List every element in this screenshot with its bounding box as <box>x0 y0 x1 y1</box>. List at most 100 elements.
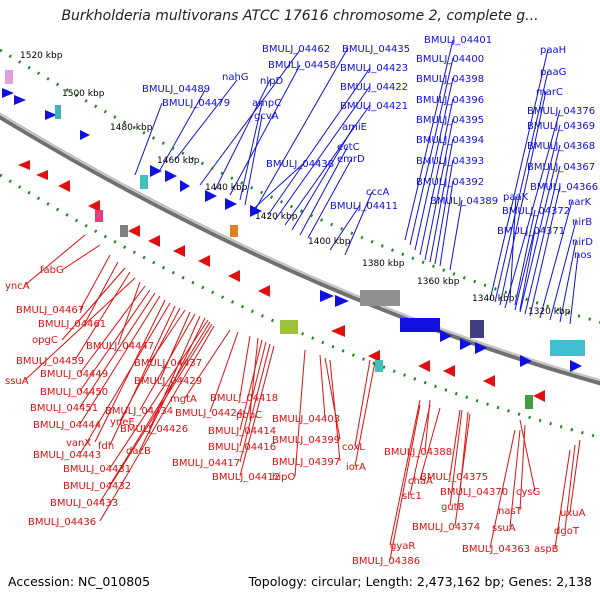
gene-label: BMULJ_04394 <box>416 135 484 146</box>
gene-label: BMULJ_04389 <box>430 196 498 207</box>
gene-label: amiE <box>342 122 367 133</box>
gene-label: dgoT <box>554 526 580 537</box>
gene-label: BMULJ_04450 <box>40 387 108 398</box>
gene-label: BMULJ_04371 <box>497 226 565 237</box>
gene-label: nasT <box>498 506 523 517</box>
gene-label: cccA <box>366 187 389 198</box>
gene-label: BMULJ_04438 <box>266 159 334 170</box>
gene-label: ssuA <box>5 376 29 387</box>
gene-label: BMULJ_04462 <box>262 44 330 55</box>
gene-label: nirD <box>572 237 593 248</box>
kbp-tick: 1380 kbp <box>362 259 405 269</box>
gene-label: paaK <box>503 192 529 203</box>
gene-label: BMULJ_04489 <box>142 84 210 95</box>
gene-label: BMULJ_04461 <box>38 319 106 330</box>
gene-label: uxuA <box>560 508 586 519</box>
gene-label: ampC <box>252 98 281 109</box>
gene-label: BMULJ_04458 <box>268 60 336 71</box>
gene-label: emrD <box>337 154 365 165</box>
gene-label: BMULJ_04368 <box>527 141 595 152</box>
gene-label: aspB <box>534 544 559 555</box>
gene-label: dacB <box>126 446 151 457</box>
feature-blocks <box>5 70 585 409</box>
reverse-leader-lines <box>24 234 581 561</box>
gene-label: BMULJ_04369 <box>527 121 595 132</box>
gene-label: BMULJ_04396 <box>416 95 484 106</box>
gene-label: BMULJ_04399 <box>272 435 340 446</box>
gene-label: BMULJ_04444 <box>33 420 101 431</box>
reverse-gene-labels[interactable]: yncA fabG BMULJ_04467 BMULJ_04461 opgC B… <box>5 265 586 567</box>
gene-label: coxL <box>342 442 365 453</box>
gene-label: vanX <box>66 438 91 449</box>
gene-label: paaH <box>540 45 566 56</box>
kbp-tick-labels: 1520 kbp 1500 kbp 1480 kbp 1460 kbp 1440… <box>20 51 571 317</box>
gene-label: narK <box>568 197 592 208</box>
gene-label: BMULJ_04370 <box>440 487 508 498</box>
gene-label: BMULJ_04449 <box>40 369 108 380</box>
gene-label: BMULJ_04432 <box>63 481 131 492</box>
kbp-tick: 1400 kbp <box>308 237 351 247</box>
gene-label: chaA <box>408 476 433 487</box>
gene-label: BMULJ_04412 <box>212 472 280 483</box>
gene-label: pbpC <box>236 410 262 421</box>
gene-label: BMULJ_04403 <box>272 414 340 425</box>
gene-label: BMULJ_04451 <box>30 403 98 414</box>
gene-label: BMULJ_04367 <box>527 162 595 173</box>
gene-label: fabG <box>40 265 64 276</box>
reverse-genes[interactable] <box>18 160 545 402</box>
gene-label: BMULJ_04443 <box>33 450 101 461</box>
gene-label: BMULJ_04374 <box>412 522 480 533</box>
gene-label: BMULJ_04431 <box>63 464 131 475</box>
gene-label: BMULJ_04429 <box>134 376 202 387</box>
gene-label: BMULJ_04386 <box>352 556 420 567</box>
forward-genes[interactable] <box>2 88 582 372</box>
gene-label: yneE <box>110 417 135 428</box>
kbp-tick: 1500 kbp <box>62 89 105 99</box>
gene-label: BMULJ_04447 <box>86 341 154 352</box>
gene-label: iorA <box>346 462 366 473</box>
gene-label: fdh <box>98 441 114 452</box>
gene-label: BMULJ_04435 <box>342 44 410 55</box>
gene-label: BMULJ_04393 <box>416 156 484 167</box>
gene-label: BMULJ_04421 <box>340 101 408 112</box>
gene-label: nahG <box>222 72 249 83</box>
gene-label: paaG <box>540 67 566 78</box>
gene-label: BMULJ_04372 <box>502 206 570 217</box>
kbp-tick: 1480 kbp <box>110 123 153 133</box>
gene-label: BMULJ_04417 <box>172 458 240 469</box>
gene-label: BMULJ_04437 <box>134 358 202 369</box>
gene-label: BMULJ_04411 <box>330 201 398 212</box>
gene-label: BMULJ_04375 <box>420 472 488 483</box>
gene-label: BMULJ_04459 <box>16 356 84 367</box>
accession-label: Accession: NC_010805 <box>8 574 151 589</box>
kbp-tick: 1460 kbp <box>157 156 200 166</box>
gene-label: mgtA <box>170 394 197 405</box>
gene-label: BMULJ_04479 <box>162 98 230 109</box>
gene-label: BMULJ_04416 <box>208 442 276 453</box>
gene-label: gutB <box>441 502 465 513</box>
gene-label: ectC <box>337 142 360 153</box>
kbp-tick: 1360 kbp <box>417 277 460 287</box>
genome-summary: Topology: circular; Length: 2,473,162 bp… <box>248 574 592 589</box>
gene-label: BMULJ_04388 <box>384 447 452 458</box>
gene-label: BMULJ_04392 <box>416 177 484 188</box>
gene-label: BMULJ_04418 <box>210 393 278 404</box>
gene-label: BMULJ_04436 <box>28 517 96 528</box>
gene-label: BMULJ_04366 <box>530 182 598 193</box>
map-title: Burkholderia multivorans ATCC 17616 chro… <box>61 8 539 24</box>
gene-label: BMULJ_04434 <box>105 406 173 417</box>
forward-gene-labels[interactable]: nahG BMULJ_04489 BMULJ_04479 BMULJ_04462… <box>142 35 598 261</box>
kbp-ruler-inner <box>0 173 600 439</box>
gene-label: BMULJ_04467 <box>16 305 84 316</box>
gene-label: BMULJ_04433 <box>50 498 118 509</box>
gene-label: BMULJ_04423 <box>340 63 408 74</box>
gene-label: BMULJ_04414 <box>208 426 276 437</box>
gene-label: BMULJ_04400 <box>416 54 484 65</box>
gene-label: opgC <box>32 335 58 346</box>
gene-label: BMULJ_04363 <box>462 544 530 555</box>
gene-label: BMULJ_04398 <box>416 74 484 85</box>
gene-label: nlpD <box>260 76 283 87</box>
gene-label: gyaR <box>390 541 415 552</box>
